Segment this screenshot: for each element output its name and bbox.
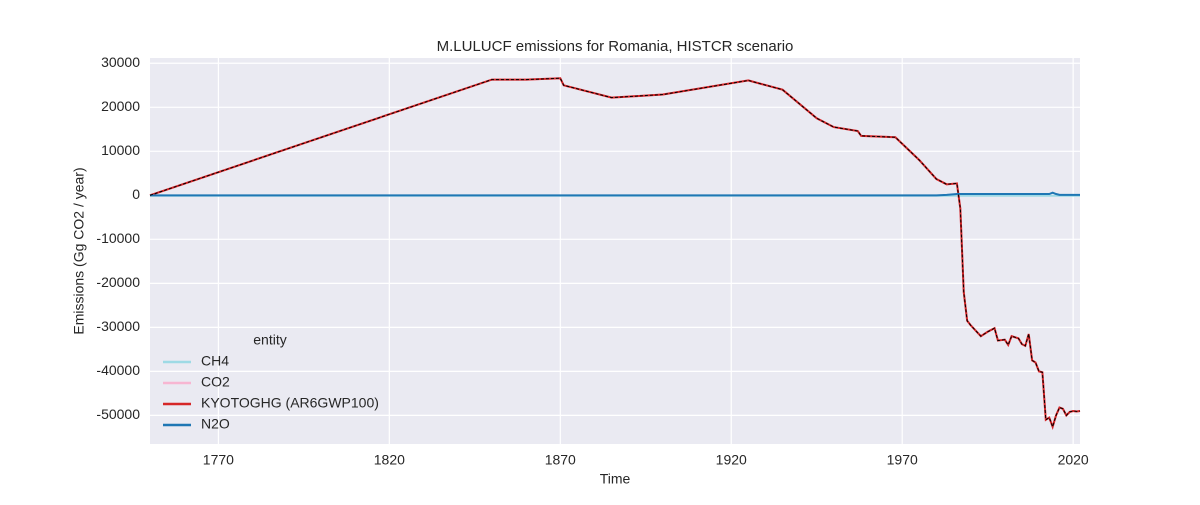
legend-label: CH4 bbox=[201, 353, 229, 369]
y-tick-label: 0 bbox=[132, 186, 140, 202]
x-tick-label: 1970 bbox=[887, 452, 918, 468]
series-line bbox=[150, 191, 1080, 197]
y-tick-label: 30000 bbox=[101, 54, 140, 70]
y-tick-label: -50000 bbox=[96, 406, 140, 422]
legend-title: entity bbox=[253, 332, 286, 348]
y-tick-label: 10000 bbox=[101, 142, 140, 158]
chart-title: M.LULUCF emissions for Romania, HISTCR s… bbox=[437, 38, 794, 55]
y-tick-label: -20000 bbox=[96, 274, 140, 290]
plot-area bbox=[150, 58, 1080, 444]
y-axis-label: Emissions (Gg CO2 / year) bbox=[71, 167, 87, 334]
y-tick-label: -10000 bbox=[96, 230, 140, 246]
legend-label: KYOTOGHG (AR6GWP100) bbox=[201, 395, 379, 411]
x-tick-label: 1770 bbox=[203, 452, 234, 468]
legend-label: CO2 bbox=[201, 374, 230, 390]
dashed-overlay bbox=[149, 77, 1081, 429]
x-tick-label: 1920 bbox=[716, 452, 747, 468]
y-tick-label: 20000 bbox=[101, 98, 140, 114]
x-tick-label: 2020 bbox=[1058, 452, 1089, 468]
x-tick-label: 1820 bbox=[374, 452, 405, 468]
y-tick-label: -30000 bbox=[96, 318, 140, 334]
y-tick-label: -40000 bbox=[96, 362, 140, 378]
legend-label: N2O bbox=[201, 416, 230, 432]
x-axis-label: Time bbox=[600, 471, 631, 487]
x-tick-label: 1870 bbox=[545, 452, 576, 468]
